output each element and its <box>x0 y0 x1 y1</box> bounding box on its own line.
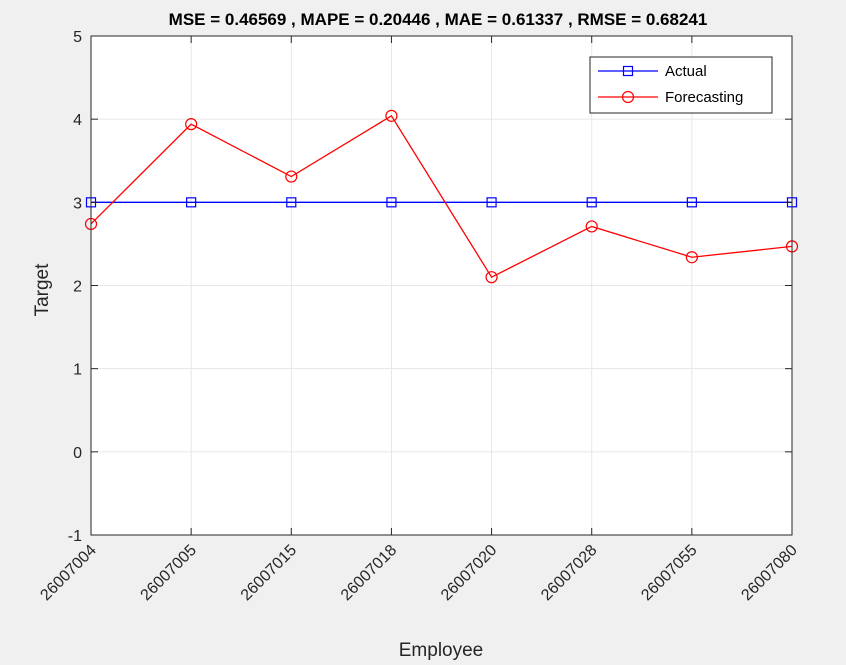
data-point-actual <box>286 197 297 208</box>
data-point-actual <box>486 197 497 208</box>
y-axis-label: Target <box>32 263 53 317</box>
legend-label-forecasting: Forecasting <box>665 89 743 106</box>
x-tick-label: 26007080 <box>738 542 800 604</box>
y-tick-label: -1 <box>68 528 82 545</box>
data-point-actual <box>186 197 197 208</box>
y-tick-label: 0 <box>73 445 82 462</box>
data-point-forecasting <box>485 271 498 284</box>
legend-marker-forecasting <box>621 90 635 104</box>
y-tick-label: 3 <box>73 195 82 212</box>
legend-entries: Actual Forecasting <box>598 63 743 106</box>
legend-marker-actual <box>622 65 634 77</box>
data-point-forecasting <box>385 109 398 122</box>
x-tick-label: 26007055 <box>638 542 700 604</box>
x-tick-label: 26007005 <box>138 542 200 604</box>
data-point-actual <box>386 197 397 208</box>
x-tick-label: 26007018 <box>338 542 400 604</box>
x-tick-label: 26007004 <box>37 542 99 604</box>
series-line-forecasting <box>90 114 793 279</box>
data-point-forecasting <box>285 170 298 183</box>
x-axis-label: Employee <box>399 640 484 661</box>
legend: Actual Forecasting <box>589 56 773 114</box>
data-point-actual <box>586 197 597 208</box>
y-tick-label: 4 <box>73 112 82 129</box>
data-point-forecasting <box>585 220 598 233</box>
x-tick-label: 26007028 <box>538 542 600 604</box>
data-point-forecasting <box>185 118 198 131</box>
y-tick-label: 2 <box>73 279 82 296</box>
data-point-actual <box>686 197 697 208</box>
data-point-forecasting <box>685 251 698 264</box>
chart-title: MSE = 0.46569 , MAPE = 0.20446 , MAE = 0… <box>169 10 708 29</box>
series-layer <box>84 109 799 284</box>
x-tick-label: 26007015 <box>238 542 300 604</box>
x-tick-label: 26007020 <box>438 542 500 604</box>
legend-label-actual: Actual <box>665 63 707 80</box>
y-tick-label: 1 <box>73 362 82 379</box>
y-tick-label: 5 <box>73 29 82 46</box>
legend-box <box>589 56 773 114</box>
